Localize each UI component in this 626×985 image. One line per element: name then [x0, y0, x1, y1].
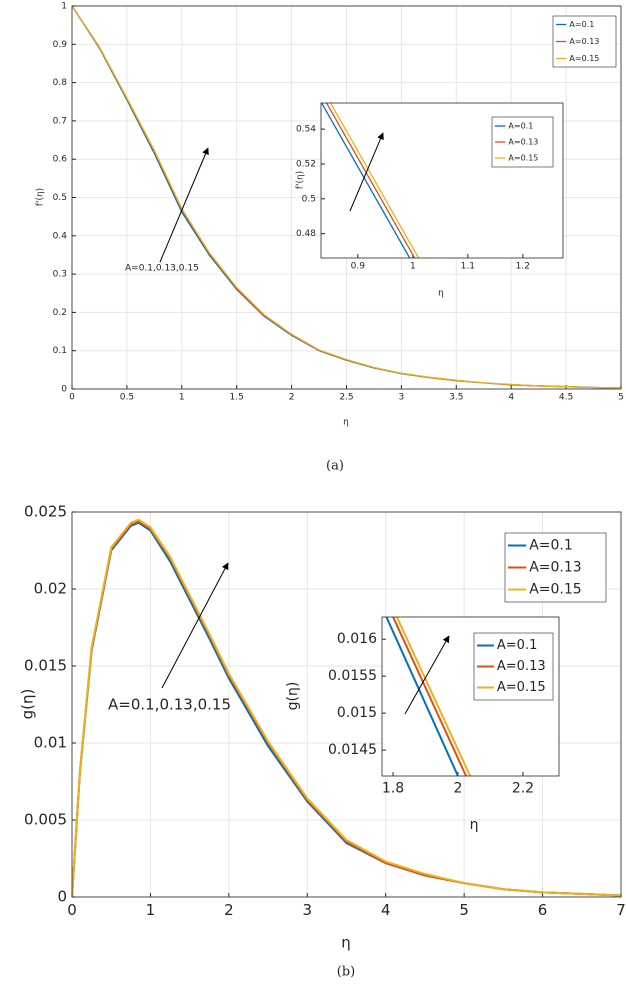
x-tick-label: 7 — [616, 901, 626, 919]
series-line — [329, 103, 420, 258]
y-tick-label: 0.2 — [53, 308, 67, 318]
y-tick-label: 0.8 — [53, 78, 68, 88]
x-tick-label: 2.2 — [512, 781, 534, 797]
x-tick-label: 2 — [454, 781, 463, 797]
legend-label: A=0.13 — [529, 560, 581, 576]
series-line — [395, 617, 472, 776]
y-tick-label: 0.7 — [53, 116, 67, 126]
series-line — [391, 617, 468, 776]
series-line — [321, 103, 411, 258]
x-tick-label: 0.9 — [351, 262, 366, 272]
y-tick-label: 0.0155 — [328, 668, 377, 684]
legend-label: A=0.15 — [569, 54, 599, 63]
series-line — [72, 6, 621, 389]
y-tick-label: 0.6 — [53, 155, 68, 165]
x-tick-label: 2 — [224, 901, 234, 919]
x-tick-label: 4 — [381, 901, 391, 919]
x-tick-label: 2 — [289, 393, 295, 403]
y-tick-label: 0.48 — [296, 229, 316, 239]
y-tick-label: 0.4 — [53, 231, 68, 241]
y-tick-label: 0.005 — [24, 811, 67, 829]
y-tick-label: 0.1 — [53, 346, 67, 356]
x-axis-label: η — [343, 418, 349, 428]
y-tick-label: 0 — [61, 385, 67, 395]
x-axis-label: η — [438, 289, 444, 299]
series-line — [385, 617, 460, 776]
y-tick-label: 0.015 — [24, 657, 67, 675]
x-tick-label: 3 — [399, 393, 405, 403]
y-tick-label: 0.5 — [53, 193, 67, 203]
legend-label: A=0.13 — [497, 659, 546, 674]
annotation-arrow — [349, 132, 384, 212]
legend-label: A=0.13 — [508, 138, 538, 147]
series-line — [325, 103, 416, 258]
x-tick-label: 1 — [410, 262, 416, 272]
y-tick-label: 0.54 — [296, 125, 316, 135]
y-tick-label: 0.01 — [34, 734, 67, 752]
caption: (b) — [337, 965, 355, 980]
axes-box — [71, 511, 622, 898]
x-tick-label: 1.2 — [516, 262, 530, 272]
legend-label: A=0.15 — [508, 154, 538, 163]
x-tick-label: 4.5 — [559, 393, 573, 403]
y-axis-label: f'(η) — [36, 188, 46, 206]
y-tick-label: 1 — [61, 2, 67, 12]
annotation-arrow — [404, 635, 450, 715]
x-tick-label: 3.5 — [449, 393, 463, 403]
x-tick-label: 1 — [146, 901, 156, 919]
x-tick-label: 5 — [459, 901, 469, 919]
x-tick-label: 2.5 — [339, 393, 353, 403]
x-tick-label: 4 — [508, 393, 514, 403]
axes-box — [381, 616, 560, 777]
annotation: A=0.1,0.13,0.15 — [108, 696, 231, 714]
axes-box — [320, 102, 564, 259]
legend-label: A=0.15 — [529, 582, 581, 598]
y-axis-label: g(η) — [285, 682, 301, 711]
y-tick-label: 0.9 — [53, 40, 68, 50]
series-line — [72, 518, 621, 897]
x-tick-label: 1 — [179, 393, 185, 403]
y-tick-label: 0.52 — [296, 159, 316, 169]
axes-box — [71, 5, 622, 390]
x-axis-label: η — [341, 934, 351, 952]
annotation-arrow — [161, 562, 229, 689]
legend-label: A=0.15 — [497, 680, 546, 695]
y-tick-label: 0.3 — [53, 270, 67, 280]
legend-label: A=0.1 — [508, 122, 533, 131]
y-tick-label: 0.015 — [337, 705, 377, 721]
y-tick-label: 0.016 — [337, 631, 377, 647]
legend-label: A=0.1 — [497, 638, 537, 653]
y-tick-label: 0.0145 — [328, 742, 377, 758]
annotation: A=0.1,0.13,0.15 — [125, 264, 199, 274]
x-tick-label: 0 — [69, 393, 75, 403]
x-tick-label: 3 — [303, 901, 313, 919]
legend-label: A=0.13 — [569, 37, 599, 46]
annotation-arrow — [159, 147, 209, 263]
x-tick-label: 0.5 — [120, 393, 134, 403]
y-tick-label: 0.02 — [34, 580, 67, 598]
x-tick-label: 0 — [67, 901, 77, 919]
x-tick-label: 6 — [538, 901, 548, 919]
y-axis-label: g(η) — [19, 689, 37, 720]
x-tick-label: 1.1 — [461, 262, 475, 272]
x-tick-label: 5 — [618, 393, 624, 403]
caption: (a) — [326, 459, 344, 474]
y-tick-label: 0 — [57, 888, 67, 906]
x-axis-label: η — [470, 817, 479, 833]
x-tick-label: 1.8 — [382, 781, 404, 797]
x-tick-label: 1.5 — [230, 393, 244, 403]
y-axis-label: f'(η) — [296, 171, 306, 189]
y-tick-label: 0.5 — [302, 194, 316, 204]
y-tick-label: 0.025 — [24, 503, 67, 521]
legend-label: A=0.1 — [569, 20, 594, 29]
legend-label: A=0.1 — [529, 538, 573, 554]
